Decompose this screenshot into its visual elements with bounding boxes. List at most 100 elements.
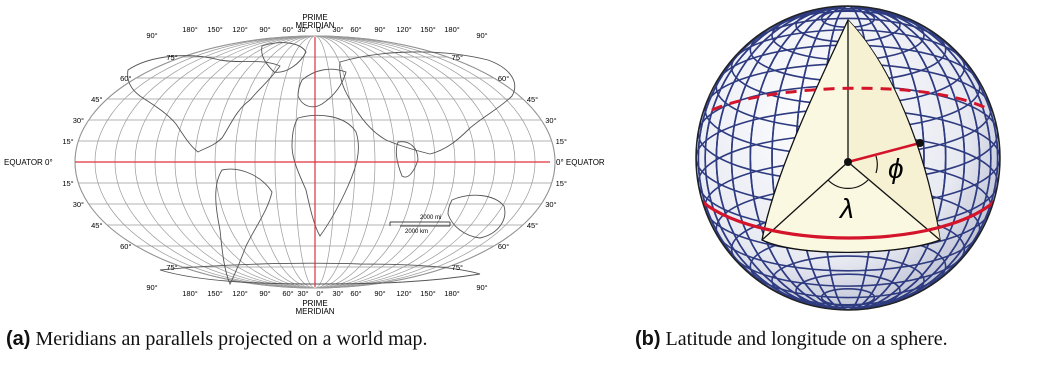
longitude-label: 0° (316, 25, 323, 34)
latitude-label: 30° (73, 116, 84, 125)
scale-mi-label: 2000 mi (420, 215, 441, 221)
latitude-parallel-dashed (711, 86, 991, 112)
europe-outline (297, 68, 347, 108)
phi-angle-arc (875, 155, 878, 174)
latitude-label: 30° (545, 116, 556, 125)
caption-a: (a) Meridians an parallels projected on … (6, 327, 566, 351)
equator-left-label: EQUATOR 0° (4, 158, 53, 167)
longitude-label: 120° (232, 289, 248, 298)
world-map-panel: PRIME MERIDIAN PRIME MERIDIAN EQUATOR 0°… (4, 13, 605, 351)
longitude-label: 90° (374, 25, 385, 34)
longitude-label: 120° (396, 289, 412, 298)
longitude-label: 0° (316, 289, 323, 298)
longitude-label: 120° (232, 25, 248, 34)
longitude-labels-top: 90° 180° 150° 120° 90° 60° 30° 0° 30° 60° 90° 120° 1… (146, 25, 487, 40)
longitude-label: 180° (444, 289, 460, 298)
longitude-label: 90° (146, 31, 157, 40)
longitude-label: 60° (282, 25, 293, 34)
prime-meridian-bottom-label-2: MERIDIAN (295, 307, 334, 316)
south-america-outline (215, 168, 273, 286)
latitude-label: 15° (556, 137, 567, 146)
sphere-meridian (730, 6, 966, 310)
longitude-labels-bottom: 90° 180° 150° 120° 90° 60° 30° 0° 30° 60° 90° 120° 1… (146, 283, 487, 298)
longitude-label: 60° (282, 289, 293, 298)
sphere-meridian (771, 6, 925, 310)
prime-meridian-top-label-2: MERIDIAN (295, 21, 334, 30)
latitude-label: 45° (527, 95, 538, 104)
wedge-front-face (848, 20, 940, 240)
longitude-label: 90° (146, 283, 157, 292)
longitude-label: 60° (350, 25, 361, 34)
africa-outline (291, 114, 359, 237)
india-outline (395, 141, 419, 178)
australia-outline (447, 194, 506, 239)
latitude-label: 45° (527, 221, 538, 230)
caption-a-text: Meridians an parallels projected on a wo… (30, 328, 428, 350)
sphere-parallel (795, 273, 901, 309)
latitude-label: 60° (120, 242, 131, 251)
longitude-label: 30° (297, 25, 308, 34)
scale-km-label: 2000 km (405, 229, 428, 235)
longitude-label: 150° (420, 25, 436, 34)
latitude-label: 30° (73, 200, 84, 209)
latitude-label: 60° (498, 242, 509, 251)
prime-meridian-top-label: PRIME (302, 13, 327, 22)
sphere-outline (695, 5, 1001, 311)
prime-meridian-bottom-label: PRIME (302, 299, 327, 308)
latitude-label: 15° (62, 179, 73, 188)
latitude-label: 15° (62, 137, 73, 146)
longitude-label: 180° (182, 289, 198, 298)
radius-line-right (847, 161, 941, 241)
longitude-label: 90° (476, 283, 487, 292)
caption-a-tag: (a) (6, 328, 31, 350)
latitude-labels: 75° 75° 60° 60° 45° 45° 30° 30° 15° 15° 15° 15° 30° 3… (62, 53, 567, 272)
center-point (844, 158, 852, 166)
north-america-outline (127, 55, 281, 153)
longitude-label: 30° (332, 289, 343, 298)
longitude-label: 90° (259, 25, 270, 34)
lambda-angle-arc (827, 179, 869, 189)
latitude-label: 75° (452, 53, 463, 62)
sphere-meridian (704, 6, 992, 310)
longitude-label: 90° (476, 31, 487, 40)
longitude-label: 90° (259, 289, 270, 298)
longitude-label: 30° (332, 25, 343, 34)
sphere-meridian (715, 6, 981, 310)
greenland-outline (261, 42, 307, 73)
longitude-label: 60° (350, 289, 361, 298)
latitude-label: 15° (556, 179, 567, 188)
latitude-label: 75° (166, 53, 177, 62)
latitude-label: 60° (498, 74, 509, 83)
sphere-panel: ϕ λ (660, 0, 1057, 392)
longitude-label: 90° (374, 289, 385, 298)
equator-circle (696, 194, 1000, 240)
longitude-label: 150° (207, 25, 223, 34)
longitude-label: 180° (182, 25, 198, 34)
longitude-label: 120° (396, 25, 412, 34)
longitude-label: 180° (444, 25, 460, 34)
meridian-line (314, 35, 556, 289)
antarctica-outline (159, 262, 481, 285)
latitude-radius-line (847, 141, 921, 164)
asia-outline (339, 51, 516, 155)
longitude-label: 150° (207, 289, 223, 298)
latitude-label: 45° (91, 221, 102, 230)
radius-line-left (761, 161, 849, 241)
scale-bar: 2000 mi 2000 km (389, 215, 451, 235)
latitude-label: 45° (91, 95, 102, 104)
latitude-longitude-sphere: ϕ λ (695, 5, 1001, 311)
sphere-meridian (749, 6, 947, 310)
world-map: PRIME MERIDIAN PRIME MERIDIAN EQUATOR 0°… (4, 13, 605, 316)
equator-right-label: 0° EQUATOR (556, 158, 605, 167)
phi-label: ϕ (888, 153, 904, 184)
sphere-parallel (771, 255, 925, 306)
caption-b: (b) Latitude and longitude on a sphere. (635, 327, 1055, 351)
lambda-label: λ (838, 193, 854, 224)
longitude-label: 150° (420, 289, 436, 298)
latitude-label: 30° (545, 200, 556, 209)
surface-point (916, 139, 924, 147)
longitude-label: 30° (297, 289, 308, 298)
latitude-label: 60° (120, 74, 131, 83)
latitude-label: 75° (452, 263, 463, 272)
sphere-meridian (697, 6, 999, 310)
